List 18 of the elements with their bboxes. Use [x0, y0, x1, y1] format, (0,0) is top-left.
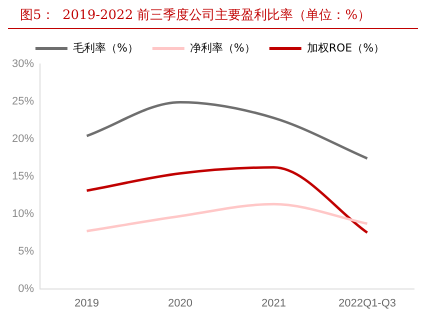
x-tick-label: 2019 — [74, 297, 100, 310]
legend-label: 加权ROE（%） — [306, 41, 385, 54]
x-tick-label: 2021 — [262, 297, 286, 310]
line-series — [86, 166, 368, 234]
legend-label: 净利率（%） — [190, 41, 256, 54]
y-tick-label: 15% — [12, 170, 34, 182]
chart-title: 图5： 2019-2022 前三季度公司主要盈利比率（单位：%） — [8, 0, 418, 29]
y-tick-label: 25% — [12, 96, 34, 108]
x-tick-label: 2022Q1-Q3 — [338, 297, 396, 310]
y-tick-label: 0% — [18, 282, 34, 295]
y-tick-label: 5% — [18, 245, 34, 258]
x-tick-label: 2020 — [168, 297, 192, 310]
y-tick-label: 10% — [12, 208, 34, 220]
y-tick-label: 20% — [12, 132, 34, 145]
line-series — [86, 202, 368, 232]
y-tick-label: 30% — [12, 58, 34, 70]
line-series — [86, 100, 368, 160]
legend-label: 毛利率（%） — [72, 41, 138, 54]
